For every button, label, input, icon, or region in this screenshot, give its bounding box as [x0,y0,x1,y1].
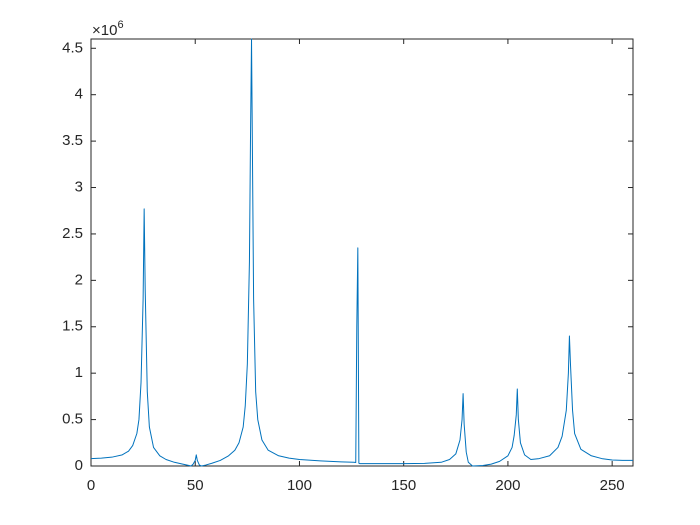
y-tick-label: 2.5 [62,225,83,242]
y-tick-label: 0 [75,457,83,474]
y-multiplier-exponent: 6 [117,19,123,31]
y-tick-label: 1.5 [62,318,83,335]
x-tick-label: 100 [287,477,312,494]
y-tick-label: 2 [75,271,83,288]
y-tick-label: 4 [75,86,83,103]
y-tick-label: 0.5 [62,411,83,428]
x-tick-label: 150 [391,477,416,494]
y-tick-label: 3 [75,178,83,195]
y-multiplier-base: ×10 [92,22,117,39]
data-line [90,38,633,467]
x-tick-label: 250 [600,477,625,494]
x-tick-label: 200 [495,477,520,494]
y-multiplier: ×106 [92,19,124,39]
y-tick-label: 1 [75,364,83,381]
plot-box [90,38,634,467]
x-tick-label: 0 [87,477,95,494]
y-tick-label: 3.5 [62,132,83,149]
y-tick-label: 4.5 [62,39,83,56]
x-tick-label: 50 [187,477,204,494]
